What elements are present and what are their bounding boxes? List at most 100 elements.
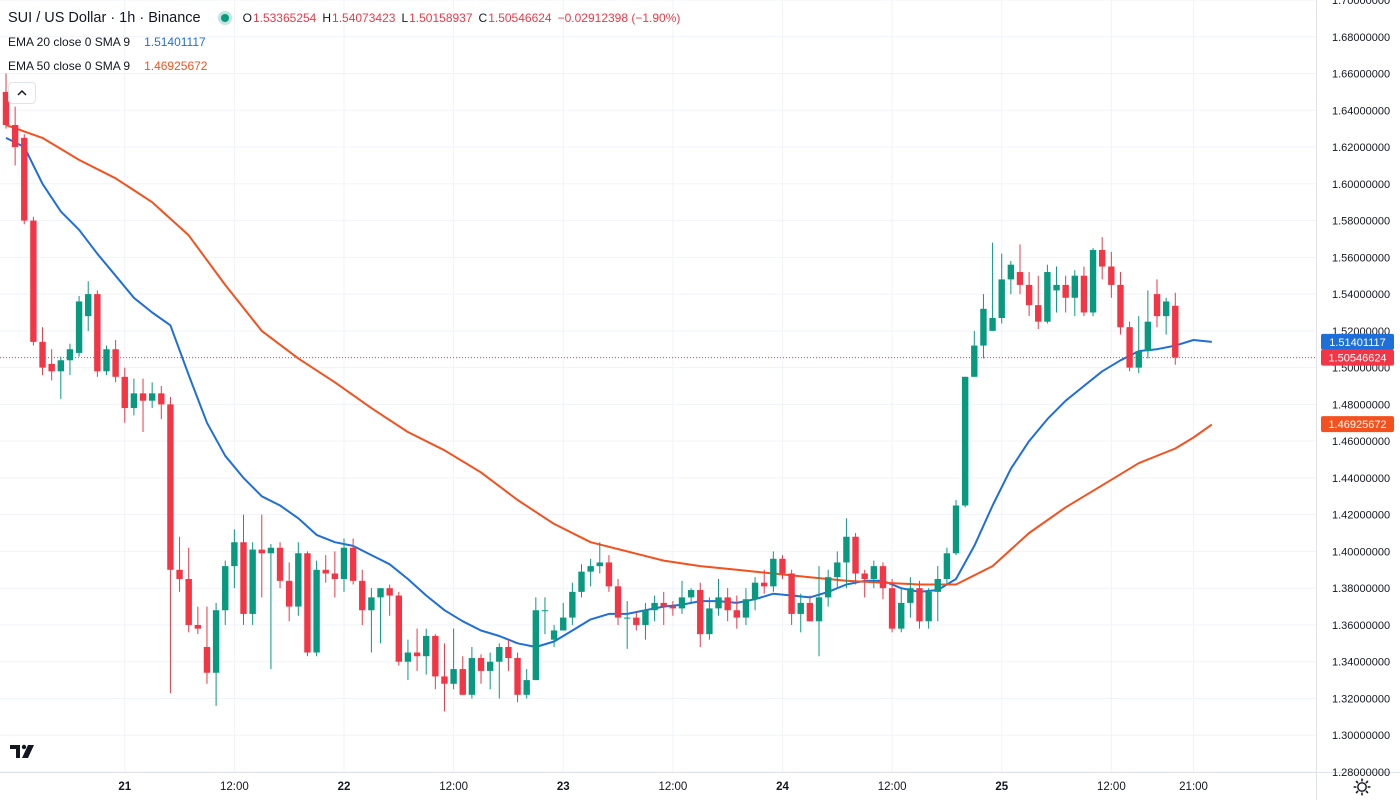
candle[interactable] (587, 558, 594, 587)
candle[interactable] (916, 580, 923, 629)
candle[interactable] (148, 382, 156, 409)
candle[interactable] (770, 551, 777, 592)
indicator-row-ema20[interactable]: EMA 20 close 0 SMA 9 1.51401117 (8, 30, 686, 54)
candle[interactable] (834, 551, 841, 589)
candle[interactable] (1007, 261, 1015, 295)
candle[interactable] (614, 579, 622, 625)
candle[interactable] (432, 634, 439, 690)
candle[interactable] (605, 555, 613, 592)
candle[interactable] (496, 643, 503, 699)
candle[interactable] (1035, 275, 1042, 330)
tradingview-logo-icon[interactable] (10, 742, 38, 760)
candle[interactable] (1089, 248, 1097, 317)
candle[interactable] (1053, 266, 1060, 313)
candle[interactable] (57, 356, 65, 399)
candle[interactable] (843, 518, 850, 589)
candle[interactable] (633, 612, 640, 631)
candle[interactable] (651, 595, 658, 622)
candle[interactable] (578, 564, 585, 598)
candle[interactable] (961, 376, 969, 508)
candle[interactable] (797, 593, 804, 633)
candle[interactable] (340, 538, 348, 592)
candle[interactable] (971, 330, 978, 377)
candle[interactable] (276, 542, 284, 589)
candle[interactable] (550, 624, 558, 648)
candle[interactable] (806, 595, 814, 622)
candle[interactable] (943, 547, 951, 585)
candle[interactable] (304, 551, 311, 657)
candle[interactable] (1025, 272, 1033, 317)
candle[interactable] (66, 343, 74, 375)
candle[interactable] (715, 579, 722, 616)
candle[interactable] (2, 73, 10, 129)
candle[interactable] (687, 588, 695, 603)
candle[interactable] (888, 579, 896, 633)
candle[interactable] (94, 290, 101, 377)
candle[interactable] (404, 639, 412, 681)
candle[interactable] (185, 547, 192, 633)
candle[interactable] (596, 542, 603, 574)
candle[interactable] (505, 639, 512, 671)
candle[interactable] (733, 595, 740, 629)
candle[interactable] (158, 386, 165, 420)
candle[interactable] (1172, 292, 1179, 365)
candle[interactable] (879, 562, 887, 600)
candle[interactable] (1071, 270, 1078, 317)
candle[interactable] (1162, 297, 1170, 335)
time-scale[interactable]: 21 12:00 22 12:00 23 12:00 24 12:00 25 12:00 21:00 (118, 781, 1208, 793)
candle[interactable] (167, 397, 174, 693)
candle[interactable] (477, 654, 485, 684)
symbol-title[interactable]: SUI / US Dollar · 1h · Binance (8, 10, 201, 26)
candle[interactable] (85, 281, 92, 331)
candle[interactable] (194, 606, 202, 635)
candle[interactable] (1016, 244, 1024, 295)
candle[interactable] (1044, 264, 1051, 324)
candle[interactable] (139, 378, 147, 432)
candle[interactable] (660, 591, 667, 625)
candle[interactable] (459, 656, 466, 695)
candle[interactable] (934, 566, 941, 622)
candle[interactable] (48, 349, 55, 381)
candle[interactable] (952, 499, 960, 556)
candle[interactable] (1144, 290, 1152, 359)
candle[interactable] (468, 647, 476, 699)
candle[interactable] (642, 602, 649, 640)
candle[interactable] (1153, 279, 1161, 328)
candle[interactable] (30, 216, 37, 346)
candle[interactable] (11, 106, 19, 166)
candle[interactable] (231, 529, 238, 589)
candle[interactable] (368, 588, 375, 653)
candle[interactable] (523, 669, 530, 699)
candle[interactable] (898, 588, 905, 633)
candle[interactable] (222, 560, 229, 625)
collapse-legend-button[interactable] (8, 82, 36, 104)
candle[interactable] (861, 569, 868, 598)
candle[interactable] (761, 569, 768, 594)
candle[interactable] (779, 555, 786, 579)
candle[interactable] (395, 591, 403, 666)
candle[interactable] (532, 597, 540, 681)
candle[interactable] (322, 555, 329, 583)
candle[interactable] (1126, 321, 1133, 372)
candle[interactable] (1108, 251, 1115, 298)
candle[interactable] (623, 601, 631, 649)
candle[interactable] (1117, 272, 1124, 335)
candle[interactable] (121, 367, 128, 423)
candle[interactable] (1099, 237, 1106, 280)
candle[interactable] (103, 345, 110, 375)
candle[interactable] (313, 560, 320, 657)
candle[interactable] (450, 628, 457, 690)
candle[interactable] (669, 601, 677, 616)
candle[interactable] (413, 628, 421, 671)
candle[interactable] (989, 242, 996, 331)
candle[interactable] (998, 253, 1005, 324)
candle[interactable] (240, 514, 247, 625)
candle[interactable] (176, 536, 183, 592)
candle[interactable] (486, 652, 494, 690)
candle[interactable] (980, 294, 987, 359)
candle[interactable] (75, 295, 83, 357)
candle[interactable] (852, 533, 859, 585)
candle[interactable] (267, 544, 275, 670)
